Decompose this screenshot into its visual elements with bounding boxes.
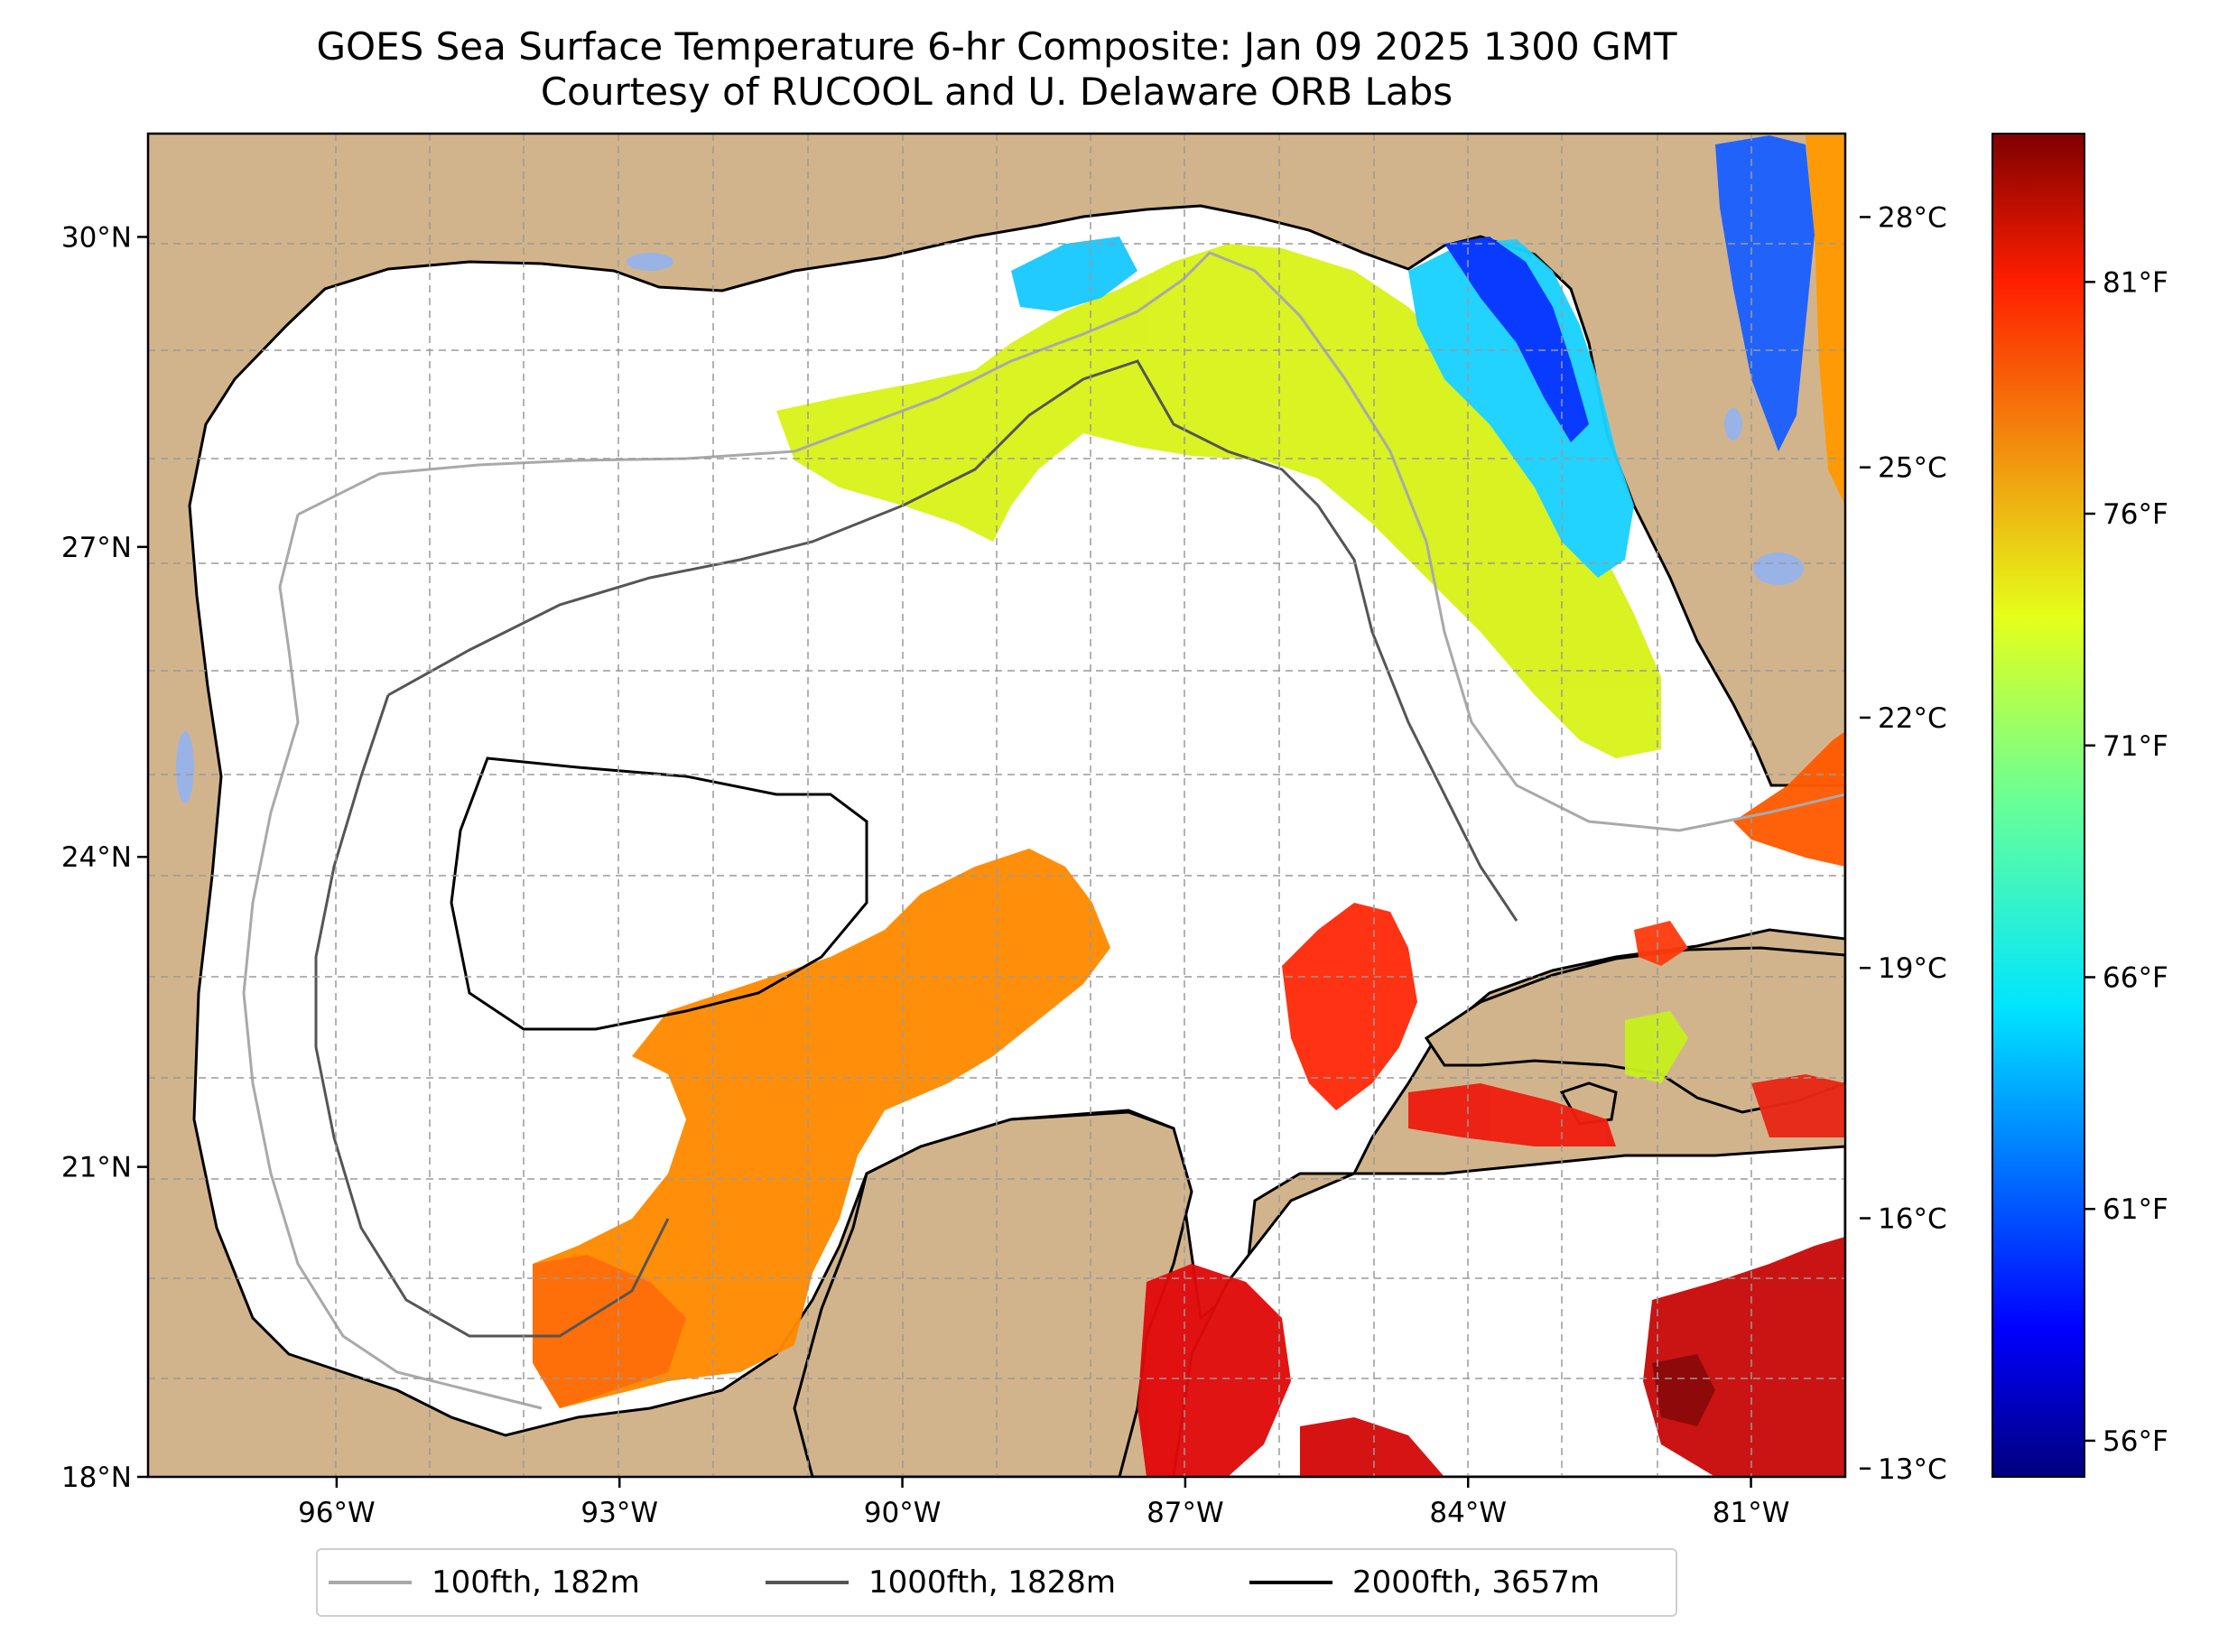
lat-tick-label-0: 30°N xyxy=(61,221,132,254)
lat-tick-label-2: 24°N xyxy=(61,841,132,874)
legend-label-1000fth: 1000fth, 1828m xyxy=(868,1564,1117,1601)
sst-patch-bay-of-campeche xyxy=(533,1255,686,1408)
temperature-colorbar xyxy=(1992,133,2085,1478)
celsius-tick-label-4: 16°C xyxy=(1878,1202,1947,1235)
sst-patch-eastern-channel xyxy=(1634,921,1688,966)
legend-line-2000fth xyxy=(1249,1581,1332,1584)
sst-patches xyxy=(533,135,1845,1477)
lon-tick-label-4: 84°W xyxy=(1429,1497,1507,1529)
latitude-axis: 30°N 27°N 24°N 21°N 18°N xyxy=(61,221,148,1494)
celsius-tick-label-3: 19°C xyxy=(1878,952,1947,985)
sst-patch-mississippi-shelf xyxy=(1011,237,1137,311)
sst-patch-north-central xyxy=(776,244,1661,758)
colorbar-fahrenheit-axis: 81°F 76°F 71°F 66°F 61°F 56°F xyxy=(2084,266,2168,1458)
lake-okeechobee xyxy=(1753,552,1804,585)
sst-patch-caymans-green xyxy=(1625,1011,1688,1083)
longitude-axis: 96°W 93°W 90°W 87°W 84°W 81°W xyxy=(298,1477,1789,1529)
legend-line-100fth xyxy=(329,1581,412,1584)
map-grid xyxy=(148,134,1845,1477)
legend-item-2000fth: 2000fth, 3657m xyxy=(1249,1550,1600,1615)
sst-patch-atlantic-cold xyxy=(1715,135,1815,451)
celsius-tick-label-5: 13°C xyxy=(1878,1453,1947,1486)
lake-florida xyxy=(1724,408,1742,441)
celsius-tick-label-1: 25°C xyxy=(1878,452,1947,485)
fahrenheit-tick-label-5: 56°F xyxy=(2103,1425,2168,1458)
sst-patch-cuba-north xyxy=(1408,1083,1616,1146)
fahrenheit-tick-label-3: 66°F xyxy=(2103,961,2168,994)
legend-label-100fth: 100fth, 182m xyxy=(432,1564,640,1601)
fahrenheit-tick-label-0: 81°F xyxy=(2103,266,2168,299)
colorbar-celsius-axis: 28°C 25°C 22°C 19°C 16°C 13°C xyxy=(1860,201,1947,1486)
sst-patch-caribbean-south xyxy=(1300,1417,1444,1477)
sst-patch-atlantic-warm xyxy=(1806,135,1845,506)
map-title: GOES Sea Surface Temperature 6-hr Compos… xyxy=(316,24,1677,69)
lon-tick-label-3: 87°W xyxy=(1147,1497,1224,1529)
bathymetry-legend: 100fth, 182m 1000fth, 1828m 2000fth, 365… xyxy=(316,1548,1677,1617)
legend-item-1000fth: 1000fth, 1828m xyxy=(766,1550,1116,1615)
lat-tick-label-3: 21°N xyxy=(61,1152,132,1184)
lon-tick-label-2: 90°W xyxy=(864,1497,942,1529)
fahrenheit-tick-label-2: 71°F xyxy=(2103,730,2168,763)
sst-patch-cuba-south-east xyxy=(1751,1074,1845,1137)
contour-1000fth-west xyxy=(314,694,670,1338)
fahrenheit-tick-label-1: 76°F xyxy=(2103,498,2168,531)
sst-patch-caribbean-hottest xyxy=(1652,1354,1715,1426)
sst-patch-florida-keys xyxy=(1733,731,1845,867)
sst-patch-west-florida-cold xyxy=(1408,239,1634,578)
sst-patch-big-bend-coldest xyxy=(1444,237,1589,442)
map-frame xyxy=(146,132,1847,1479)
fahrenheit-tick-label-4: 61°F xyxy=(2103,1193,2168,1226)
lake-louisiana xyxy=(627,253,673,271)
map-plot-area xyxy=(148,134,1845,1477)
legend-line-1000fth xyxy=(766,1581,849,1584)
contour-1000fth xyxy=(387,359,1518,922)
celsius-tick-label-0: 28°C xyxy=(1878,201,1947,234)
contour-100fth xyxy=(297,251,1845,832)
contour-100fth-west xyxy=(242,514,543,1410)
legend-item-100fth: 100fth, 182m xyxy=(329,1550,640,1615)
sst-patch-caribbean-west xyxy=(1137,1264,1291,1477)
lon-tick-label-0: 96°W xyxy=(298,1497,376,1529)
legend-label-2000fth: 2000fth, 3657m xyxy=(1352,1564,1601,1601)
sst-patch-southwest-gulf xyxy=(533,849,1110,1408)
map-subtitle: Courtesy of RUCOOL and U. Delaware ORB L… xyxy=(540,70,1453,114)
lat-tick-label-4: 18°N xyxy=(61,1462,132,1494)
bathymetry-contours xyxy=(242,251,1845,1410)
lon-tick-label-5: 81°W xyxy=(1713,1497,1790,1529)
contour-2000fth xyxy=(450,756,868,1031)
lat-tick-label-1: 27°N xyxy=(61,532,132,564)
lagoon-texas xyxy=(176,731,194,803)
sst-patch-southeast-gulf xyxy=(1282,903,1417,1110)
lon-tick-label-1: 93°W xyxy=(580,1497,658,1529)
celsius-tick-label-2: 22°C xyxy=(1878,702,1947,735)
